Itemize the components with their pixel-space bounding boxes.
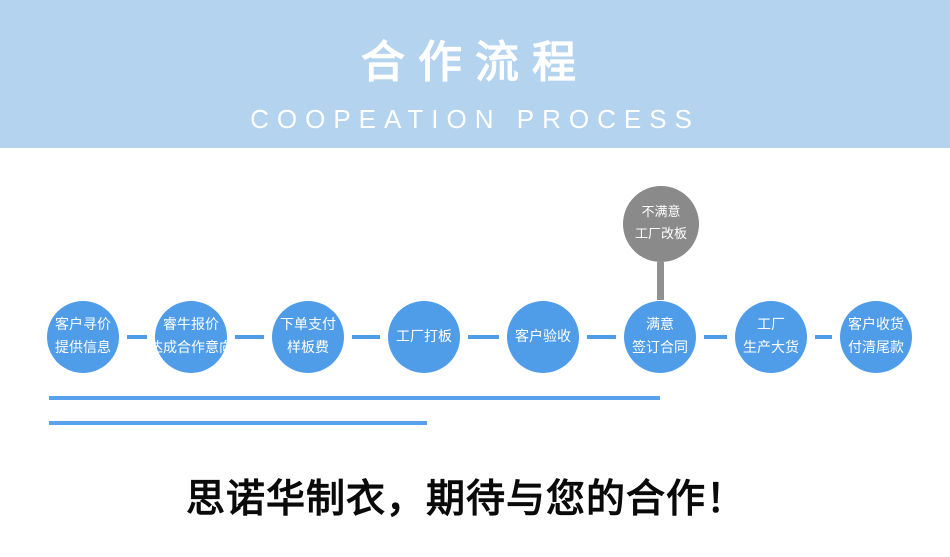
step-7-line2: 生产大货 xyxy=(743,340,799,356)
connector-5-6 xyxy=(587,335,616,339)
connector-2-3 xyxy=(235,335,264,339)
step-4-line1: 工厂打板 xyxy=(396,328,452,345)
connector-7-8 xyxy=(815,335,832,339)
step-1-line1: 客户寻价 xyxy=(55,317,111,333)
step-8-line2: 付清尾款 xyxy=(848,340,904,356)
step-node-7: 工厂 生产大货 xyxy=(735,301,807,373)
process-diagram: 不满意 工厂改板 客户寻价 提供信息 睿牛报价 达成合作意向 下单支付 样板费 … xyxy=(0,148,950,448)
decor-underline-short xyxy=(49,421,427,425)
step-node-1: 客户寻价 提供信息 xyxy=(47,301,119,373)
step-6-line2: 签订合同 xyxy=(632,340,688,356)
step-2-line2: 达成合作意向 xyxy=(149,340,233,356)
step-6-line1: 满意 xyxy=(646,317,674,333)
step-node-2: 睿牛报价 达成合作意向 xyxy=(149,301,233,373)
step-8-line1: 客户收货 xyxy=(848,317,904,333)
step-3-line1: 下单支付 xyxy=(280,317,336,333)
step-1-line2: 提供信息 xyxy=(55,340,111,356)
step-2-line1: 睿牛报价 xyxy=(163,317,219,333)
step-3-line2: 样板费 xyxy=(287,340,329,356)
banner-title: 合作流程 xyxy=(361,37,589,88)
decor-underline-long xyxy=(49,396,660,400)
step-node-5: 客户验收 xyxy=(507,301,579,373)
step-node-6: 满意 签订合同 xyxy=(624,301,696,373)
step-7-line1: 工厂 xyxy=(757,317,785,333)
footer-slogan: 思诺华制衣，期待与您的合作！ xyxy=(186,476,747,522)
connector-4-5 xyxy=(468,335,499,339)
step-5-line1: 客户验收 xyxy=(515,328,571,345)
step-node-4: 工厂打板 xyxy=(388,301,460,373)
step-node-8: 客户收货 付清尾款 xyxy=(840,301,912,373)
reject-node-line1: 不满意 xyxy=(641,205,681,220)
connector-3-4 xyxy=(352,335,380,339)
reject-vertical-connector xyxy=(657,262,664,300)
banner-subtitle: COOPEATION PROCESS xyxy=(250,104,700,134)
connector-6-7 xyxy=(704,335,727,339)
banner: 合作流程 COOPEATION PROCESS xyxy=(0,0,950,148)
reject-node: 不满意 工厂改板 xyxy=(623,186,699,262)
step-node-3: 下单支付 样板费 xyxy=(272,301,344,373)
reject-node-line2: 工厂改板 xyxy=(634,227,687,242)
connector-1-2 xyxy=(127,335,147,339)
